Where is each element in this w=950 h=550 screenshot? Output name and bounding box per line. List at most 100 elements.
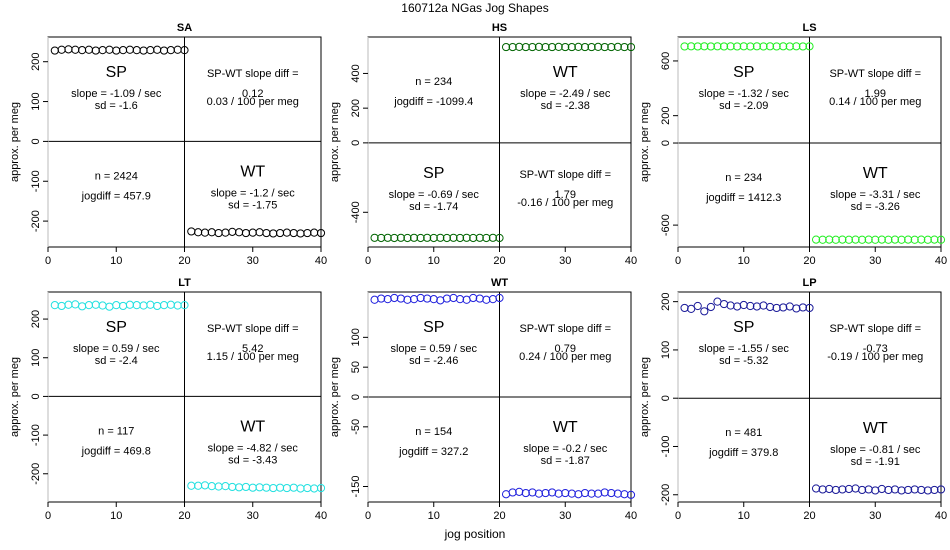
wt-point [310, 228, 319, 237]
panel-ls: LS 0 10 20 30 40 -600 0 200 600 approx. per meg SP s… [639, 22, 947, 267]
sp-point [792, 42, 801, 51]
slope-diff-title: SP-WT slope diff = [207, 323, 299, 335]
sp-point [792, 304, 801, 313]
sp-point [693, 42, 702, 51]
wt-point [548, 42, 557, 52]
wt-point [289, 483, 298, 492]
jogdiff-text: jogdiff = -1099.4 [393, 96, 473, 108]
sp-point [64, 300, 73, 309]
x-tick-label: 30 [247, 255, 259, 267]
y-axis-label: approx. per meg [9, 357, 21, 437]
sp-point [105, 45, 114, 54]
wt-point [296, 484, 305, 493]
sp-point [57, 45, 66, 54]
sp-point [482, 233, 491, 243]
wt-point [269, 483, 278, 493]
wt-point [910, 485, 919, 494]
sp-point [153, 301, 162, 311]
sp-slope-text: slope = -1.55 / sec [699, 343, 790, 355]
wt-point [508, 42, 517, 52]
y-axis-label: approx. per meg [329, 102, 341, 182]
sp-point [687, 304, 696, 313]
wt-point [811, 235, 821, 244]
sp-point [759, 42, 768, 51]
x-tick-label: 10 [110, 510, 122, 522]
slope-diff-per-meg: 0.03 / 100 per meg [207, 96, 299, 108]
slope-diff-value: -0.73 [863, 343, 888, 355]
wt-point [936, 485, 946, 494]
sp-point [173, 301, 182, 310]
sp-point [396, 233, 405, 242]
sp-point [132, 301, 141, 310]
wt-point [580, 42, 590, 52]
wt-slope-text: slope = -3.31 / sec [830, 189, 921, 201]
sp-slope-text: slope = 0.59 / sec [73, 343, 160, 355]
wt-point [316, 483, 326, 493]
y-tick-label: -200 [30, 210, 42, 232]
sp-point [132, 46, 141, 55]
jogdiff-text: jogdiff = 379.8 [708, 447, 778, 459]
wt-point [515, 42, 524, 51]
wt-point [316, 228, 326, 238]
wt-point [255, 483, 264, 492]
y-tick-label: -200 [30, 463, 42, 485]
sp-point [390, 233, 399, 243]
wt-point [303, 228, 312, 238]
sp-point [409, 233, 419, 242]
wt-point [831, 235, 840, 244]
sp-phase-label: SP [733, 64, 754, 81]
wt-point [930, 235, 939, 244]
panel-title: SA [177, 22, 192, 34]
sp-point [449, 233, 458, 242]
wt-sd-text: sd = -1.91 [851, 456, 900, 468]
sp-point [403, 295, 412, 304]
panel-lt: LT 0 10 20 30 40 -200 -100 0 100 200 approx. per me… [9, 277, 327, 522]
y-tick-label: 200 [30, 310, 42, 328]
x-tick-label: 10 [428, 255, 440, 267]
y-axis-label: approx. per meg [639, 357, 651, 437]
wt-point [620, 42, 629, 52]
y-tick-label: 600 [660, 52, 672, 70]
sp-point [442, 233, 451, 243]
wt-phase-label: WT [863, 165, 888, 182]
wt-point [923, 235, 932, 244]
wt-point [858, 235, 867, 244]
wt-point [275, 483, 285, 492]
figure-xlabel: jog position [444, 527, 506, 541]
sp-point [765, 302, 775, 312]
sp-point [765, 42, 775, 51]
sp-point [798, 42, 808, 51]
sp-point [50, 301, 59, 310]
sp-point [377, 233, 386, 243]
sp-point [71, 300, 80, 309]
sp-point [84, 301, 94, 310]
slope-diff-per-meg: -0.19 / 100 per meg [827, 351, 923, 363]
sp-point [180, 301, 189, 310]
sp-point [112, 301, 121, 310]
sp-slope-text: slope = -0.69 / sec [389, 189, 480, 201]
sp-point [139, 301, 148, 310]
wt-point [858, 485, 867, 495]
sp-point [700, 42, 709, 51]
slope-diff-title: SP-WT slope diff = [207, 68, 299, 80]
wt-point [567, 42, 576, 52]
sp-point [159, 301, 169, 310]
sp-point [706, 42, 715, 51]
x-tick-label: 20 [803, 255, 815, 267]
jogdiff-text: jogdiff = 469.8 [81, 445, 151, 457]
y-axis-label: approx. per meg [639, 102, 651, 182]
sp-point [416, 293, 425, 303]
sp-phase-label: SP [733, 319, 754, 336]
wt-point [534, 489, 544, 498]
sp-point [469, 293, 478, 303]
wt-phase-label: WT [553, 419, 578, 436]
sp-point [693, 301, 702, 311]
y-tick-label: -400 [350, 201, 362, 223]
y-tick-label: -100 [30, 424, 42, 446]
wt-point [501, 42, 511, 52]
sp-point [785, 42, 794, 51]
sp-point [442, 294, 451, 303]
sp-point [139, 46, 148, 55]
wt-point [613, 42, 622, 51]
slope-diff-per-meg: 0.14 / 100 per meg [829, 96, 921, 108]
